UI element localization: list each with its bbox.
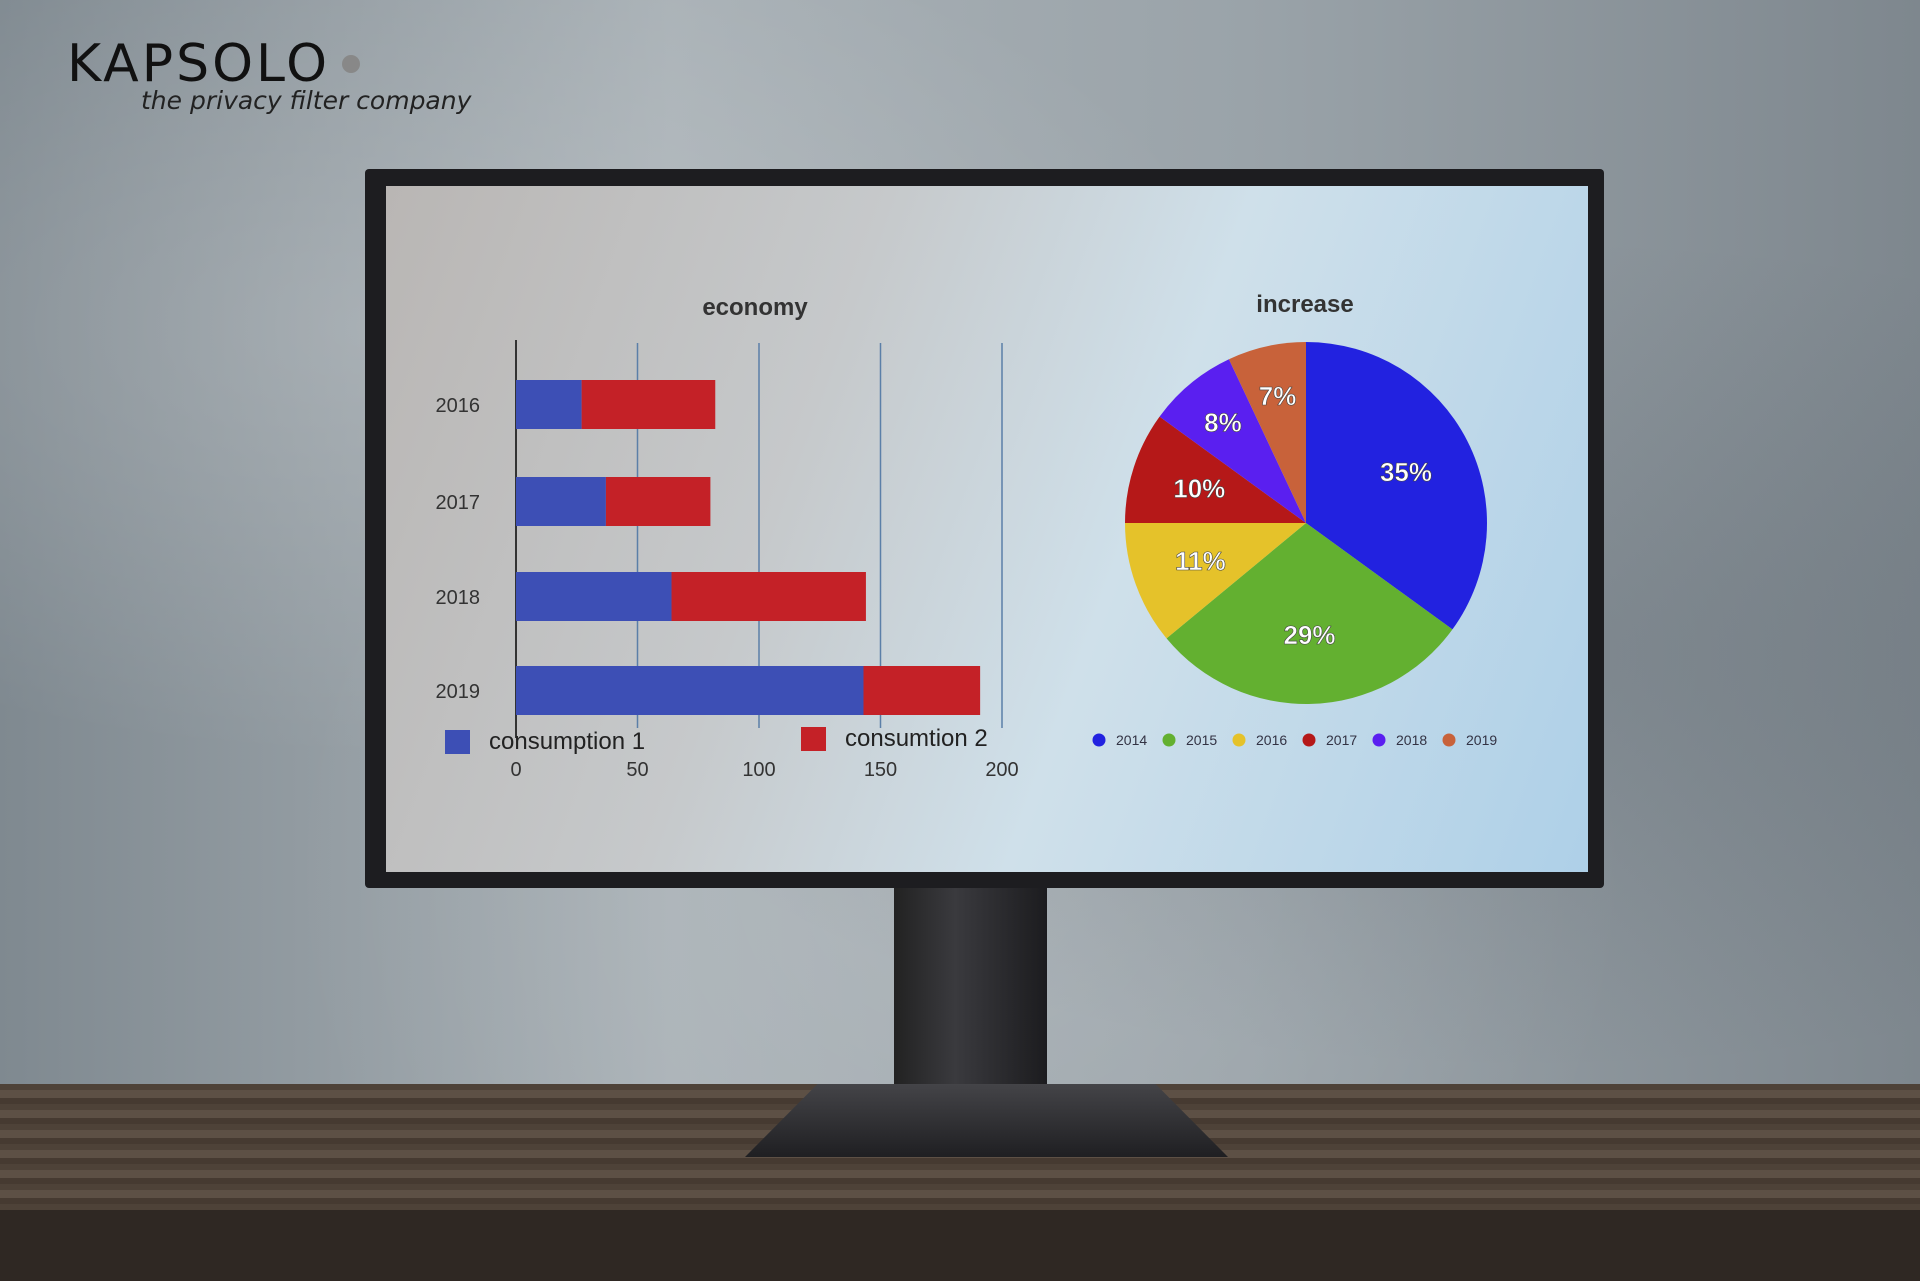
legend-label: 2014 (1116, 732, 1147, 748)
legend-swatch (445, 730, 470, 754)
pie-chart-title: increase (1256, 291, 1353, 318)
bar-segment-2 (581, 380, 716, 429)
table-edge (0, 1210, 1920, 1281)
legend-label: 2019 (1466, 732, 1497, 748)
bar-segment-1 (516, 477, 606, 526)
y-tick-label: 2017 (436, 492, 481, 514)
legend-dot (1442, 733, 1456, 747)
pie-data-label: 29% (1284, 620, 1336, 650)
legend-dot (1092, 733, 1106, 747)
y-tick-label: 2018 (436, 587, 481, 609)
legend-dot (1372, 733, 1386, 747)
y-tick-label: 2019 (436, 681, 481, 703)
pie-slice-2017 (1125, 416, 1306, 523)
legend-label: 2015 (1186, 732, 1217, 748)
x-tick-label: 100 (742, 759, 775, 781)
x-tick-label: 0 (510, 759, 521, 781)
brand-logo: KAPSOLO (67, 34, 331, 94)
legend-dot (1162, 733, 1176, 747)
pie-data-label: 10% (1173, 473, 1225, 503)
pie-slice-2014 (1306, 342, 1488, 630)
logo-dot (342, 55, 360, 73)
x-tick-label: 200 (985, 759, 1018, 781)
bar-segment-2 (671, 572, 866, 621)
pie-slice-2016 (1125, 523, 1306, 639)
pie-slice-2018 (1159, 359, 1306, 523)
monitor-stand-neck (894, 884, 1047, 1109)
legend-label: consumption 1 (489, 728, 645, 755)
legend-dot (1232, 733, 1246, 747)
pie-slice-2019 (1228, 342, 1306, 523)
bar-chart-title: economy (702, 294, 808, 321)
bar-segment-2 (605, 477, 711, 526)
legend-label: 2018 (1396, 732, 1427, 748)
bar-segment-1 (516, 572, 672, 621)
bar-segment-2 (863, 666, 981, 715)
legend-label: 2016 (1256, 732, 1287, 748)
legend-label: consumtion 2 (845, 725, 988, 752)
x-tick-label: 150 (864, 759, 897, 781)
pie-data-label: 7% (1259, 381, 1297, 411)
x-tick-label: 50 (626, 759, 648, 781)
pie-data-label: 11% (1175, 546, 1226, 576)
pie-slice-2015 (1166, 523, 1453, 705)
y-tick-label: 2016 (436, 395, 481, 417)
pie-data-label: 8% (1204, 408, 1242, 438)
legend-label: 2017 (1326, 732, 1357, 748)
bar-segment-1 (516, 666, 864, 715)
legend-swatch (801, 727, 826, 751)
brand-tagline: the privacy filter company (141, 86, 472, 115)
bar-segment-1 (516, 380, 582, 429)
legend-dot (1302, 733, 1316, 747)
pie-data-label: 35% (1380, 457, 1432, 487)
monitor-stand-base (745, 1084, 1228, 1157)
